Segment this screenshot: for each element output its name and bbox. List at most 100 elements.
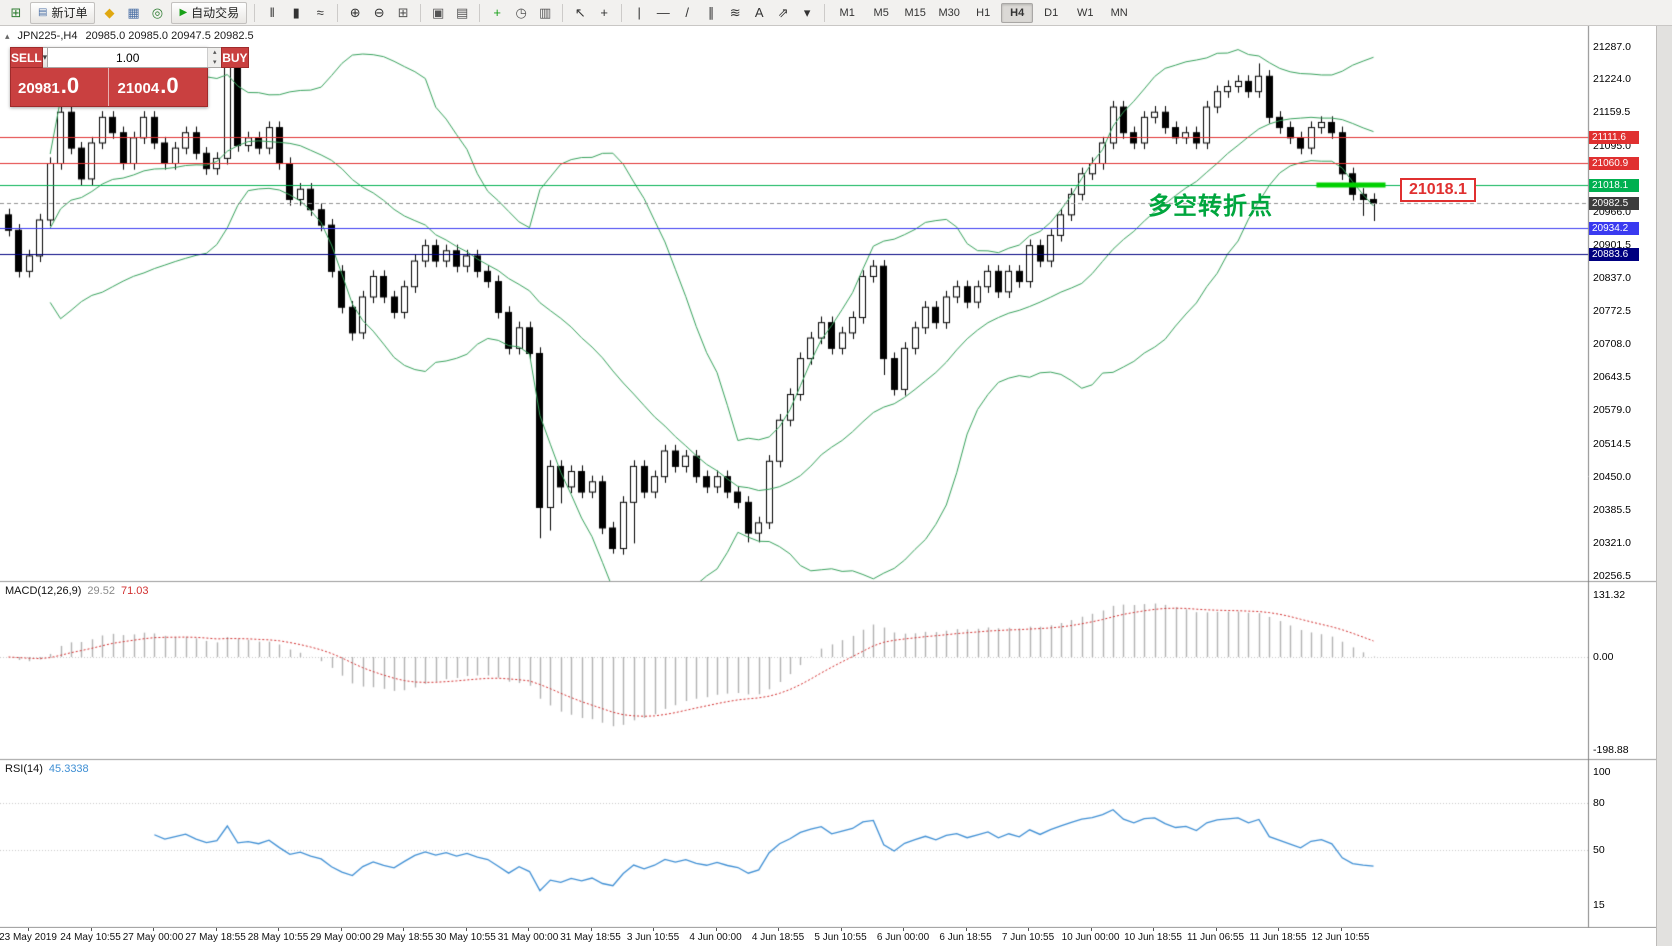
time-axis[interactable]: 23 May 2019 24 May 10:55 27 May 00:00 27 Ma… [0,928,1672,946]
toolbar-separator [479,3,481,22]
fibonacci-icon[interactable]: ≋ [729,4,741,20]
price-axis-label: 21159.5 [1593,106,1631,119]
timeframe-d1[interactable]: D1 [1044,6,1059,19]
zoom-out-icon[interactable]: ⊖ [373,4,385,20]
time-tick [965,928,967,931]
timeframe-m5[interactable]: M5 [873,6,889,19]
price-axis-label: 20321.0 [1593,536,1631,549]
timeframe-mn[interactable]: MN [1110,6,1128,19]
main-toolbar: ⊞ ▤ 新订单 ◆ ▦ ◎ ▶ 自动交易 ‖ ▮ ≈ ⊕ ⊖ ⊞ ▣ ▤ + ◷ ▥ ↖ + | — / ∥ ≋ A ⇗ ▾ M1 M5 M1… [0,0,1672,26]
time-axis-label: 31 May 18:55 [560,932,621,943]
price-level-annotation-box[interactable]: 21018.1 [1400,178,1476,202]
price-tag: 21111.6 [1589,130,1639,144]
indicators-icon[interactable]: + [493,4,501,20]
price-axis-label: 20450.0 [1593,470,1631,483]
zoom-in-icon[interactable]: ⊕ [349,4,361,20]
cursor-icon[interactable]: ↖ [574,4,586,20]
templates-icon[interactable]: ▥ [539,4,552,20]
time-axis-label: 29 May 00:00 [310,932,371,943]
time-axis-label: 12 Jun 10:55 [1311,932,1370,943]
autotrading-button[interactable]: ▶ 自动交易 [171,1,248,24]
chart-window-icon: ▴ [5,30,10,41]
cascade-windows-icon[interactable]: ▤ [456,4,469,20]
spinner-down-icon[interactable]: ▾ [208,57,222,67]
turning-point-annotation[interactable]: 多空转折点 [1148,193,1273,220]
bar-chart-icon[interactable]: ‖ [269,4,275,20]
candlestick-chart-icon[interactable]: ▮ [292,4,300,20]
tile-windows-icon[interactable]: ▣ [432,4,445,20]
time-axis-label: 4 Jun 18:55 [751,932,805,943]
macd-signal-value: 71.03 [120,585,149,597]
rsi-value: 45.3338 [48,763,89,775]
time-tick [215,928,217,931]
price-tag: 20883.6 [1589,247,1639,261]
price-axis-label: 20579.0 [1593,404,1631,417]
line-chart-icon[interactable]: ≈ [316,4,324,20]
time-tick [1340,928,1342,931]
chart-ohlc: 20985.0 20985.0 20947.5 20982.5 [85,30,254,42]
market-watch-icon[interactable]: ◆ [104,4,115,20]
macd-axis-label: 0.00 [1593,651,1614,663]
price-tag: 21060.9 [1589,156,1639,170]
buy-button[interactable]: BUY [221,47,249,68]
time-tick [653,928,654,931]
time-tick [778,928,779,931]
channel-icon[interactable]: ∥ [707,4,715,20]
timeframe-m15[interactable]: M15 [904,6,926,19]
new-order-button[interactable]: ▤ 新订单 [30,1,96,24]
arrows-tool-icon[interactable]: ⇗ [777,4,789,20]
time-axis-label: 23 May 2019 [0,932,57,943]
time-tick [1028,928,1029,931]
trade-panel-controls: SELL ▾ ▴ ▾ BUY [10,47,249,68]
vertical-line-icon[interactable]: | [637,4,641,20]
time-tick [465,928,467,931]
new-order-icon: ▤ [38,7,48,18]
new-chart-icon[interactable]: ⊞ [10,4,22,20]
time-tick [28,928,29,931]
objects-dropdown-icon[interactable]: ▾ [803,4,811,20]
trendline-icon[interactable]: / [685,4,689,20]
chart-header: ▴ JPN225-,H4 20985.0 20985.0 20947.5 209… [5,30,254,42]
macd-indicator-label: MACD(12,26,9) 29.52 71.03 [5,585,148,597]
toolbar-separator [254,3,256,22]
crosshair-icon[interactable]: + [600,4,608,20]
timeframe-w1[interactable]: W1 [1076,6,1094,19]
buy-price[interactable]: 21004 .0 [107,68,208,106]
timeframe-m1[interactable]: M1 [839,6,855,19]
price-axis-label: 20643.5 [1593,371,1631,384]
time-axis-label: 27 May 00:00 [122,932,184,943]
timeframe-m30[interactable]: M30 [938,6,960,19]
trade-options-dropdown[interactable]: ▾ [42,47,49,68]
grid-icon[interactable]: ⊞ [397,4,409,20]
time-axis-label: 30 May 10:55 [435,932,496,943]
sell-price[interactable]: 20981 .0 [11,68,108,106]
timeframe-h1[interactable]: H1 [976,6,991,19]
time-tick [340,928,342,931]
time-tick [903,928,904,931]
toolbar-separator [621,3,623,22]
rsi-indicator-label: RSI(14) 45.3338 [5,763,89,775]
window-scrollbar-strip[interactable] [1656,26,1672,946]
time-tick [1215,928,1217,931]
time-axis-label: 6 Jun 00:00 [876,932,930,943]
periods-icon[interactable]: ◷ [515,4,527,20]
spinner-up-icon[interactable]: ▴ [208,48,222,58]
buy-price-frac: .0 [160,73,179,98]
text-tool-icon[interactable]: A [754,4,764,20]
horizontal-line-icon[interactable]: — [656,4,670,20]
time-axis-label: 10 Jun 00:00 [1061,932,1120,943]
price-axis-label: 20708.0 [1593,338,1631,351]
price-axis-label: 21224.0 [1593,73,1631,86]
lot-size-input[interactable] [48,48,208,67]
chart-symbol-period: JPN225-,H4 [17,30,78,42]
timeframe-h4[interactable]: H4 [1001,2,1034,23]
price-axis-label: 21287.0 [1593,41,1631,53]
rsi-name: RSI(14) [5,763,43,775]
data-window-icon[interactable]: ▦ [127,4,140,20]
navigator-icon[interactable]: ◎ [151,4,164,20]
time-axis-label: 29 May 18:55 [372,932,434,943]
time-axis-label: 24 May 10:55 [60,932,121,943]
time-axis-label: 6 Jun 18:55 [939,932,992,943]
sell-button[interactable]: SELL [10,47,43,68]
